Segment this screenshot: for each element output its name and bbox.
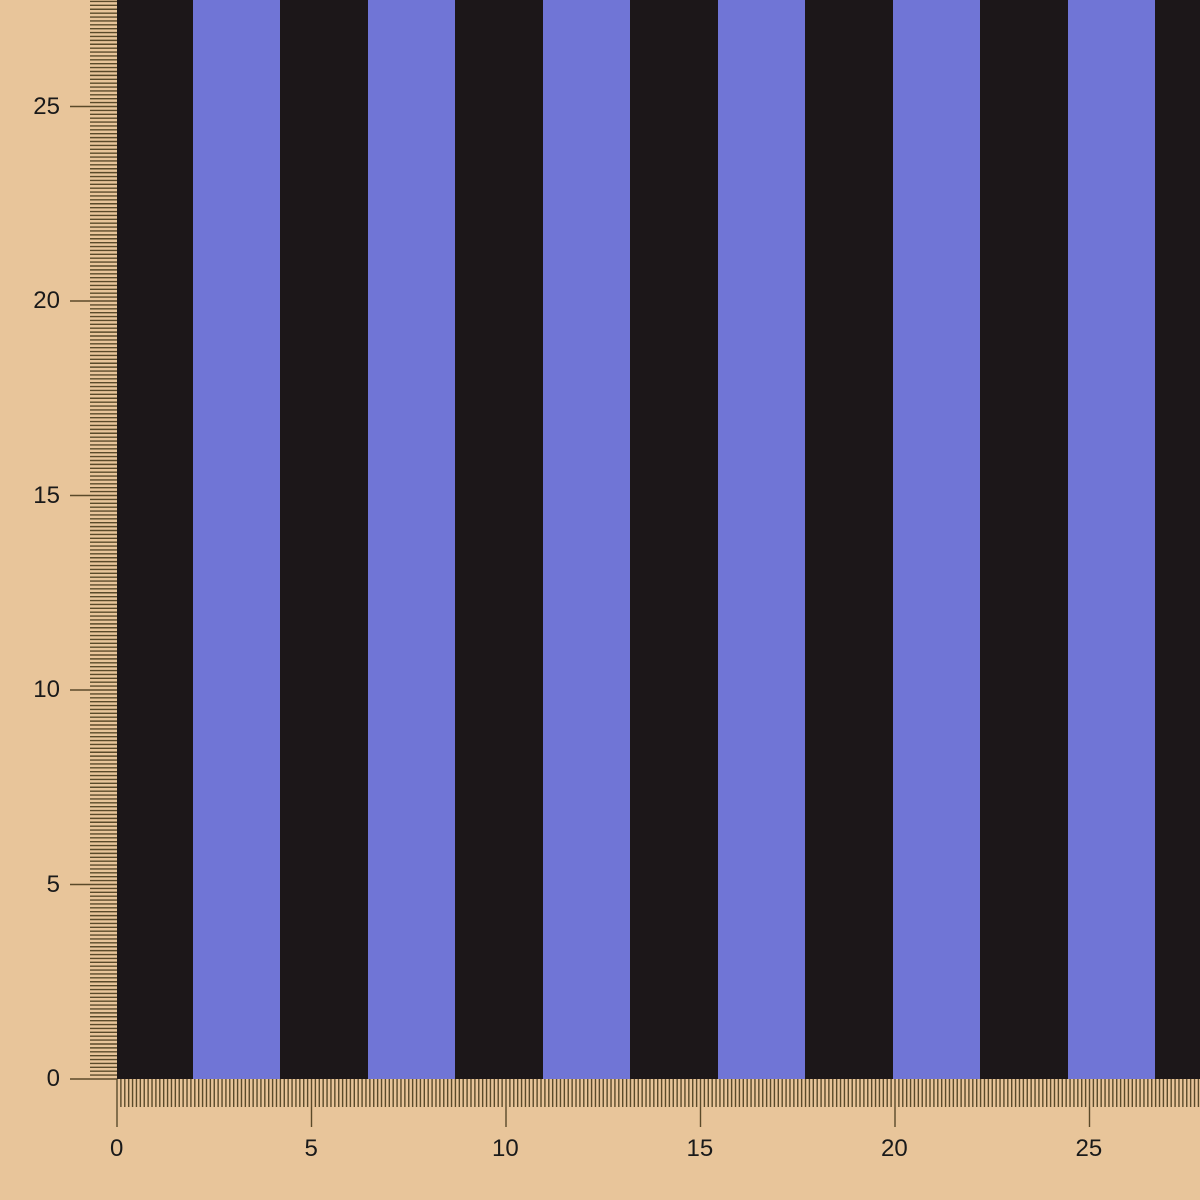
vertical-ruler-label: 15 [33,481,60,509]
stripe-dark [630,0,718,1079]
stripe-light [1067,0,1156,1079]
stripe-dark [117,0,193,1079]
stripe-dark [805,0,893,1079]
vertical-ruler-label: 10 [33,676,60,703]
horizontal-ruler-label: 15 [686,1135,714,1162]
stripe-dark [280,0,368,1079]
stripe-light [892,0,981,1079]
stripe-light [542,0,631,1079]
vertical-ruler-label: 0 [46,1065,60,1092]
fabric-swatch [117,0,1200,1079]
stripe-dark [1155,0,1200,1079]
horizontal-ruler-label: 0 [110,1135,124,1162]
vertical-ruler-label: 5 [46,870,60,898]
stripe-dark [980,0,1068,1079]
stripe-dark [455,0,543,1079]
stripe-light [367,0,456,1079]
stripe-light [192,0,281,1079]
horizontal-ruler-label: 10 [492,1135,519,1162]
horizontal-ruler-label: 5 [304,1135,318,1162]
vertical-ruler-label: 20 [33,287,60,314]
horizontal-ruler-label: 25 [1075,1135,1103,1162]
horizontal-ruler-label: 20 [881,1135,908,1162]
vertical-ruler-label: 25 [33,92,60,120]
stripe-light [717,0,806,1079]
